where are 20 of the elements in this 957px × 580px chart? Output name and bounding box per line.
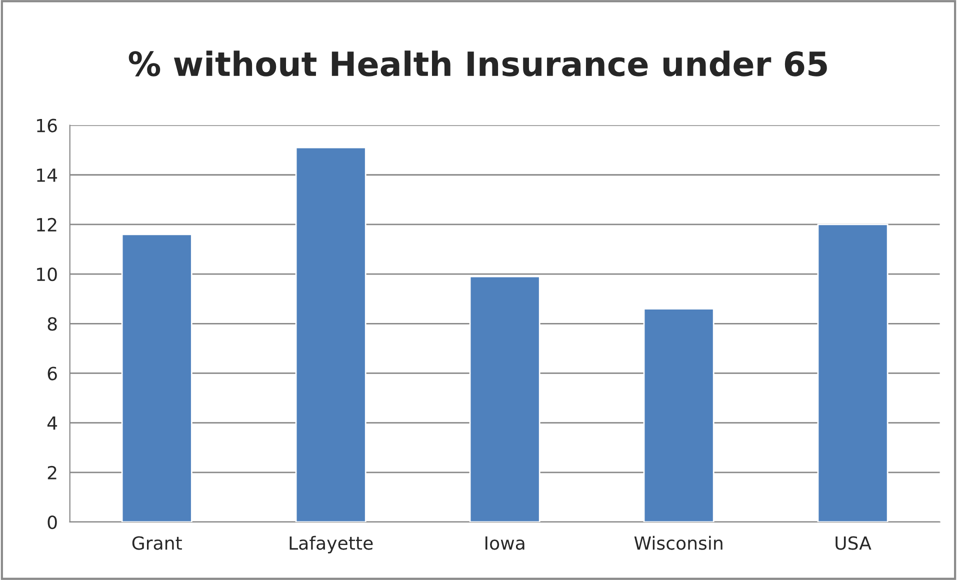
y-tick-label: 0: [48, 515, 57, 530]
y-tick-label: 4: [47, 416, 58, 430]
y-tick-label: 6: [48, 366, 57, 380]
y-tick-label: 2: [48, 466, 56, 480]
y-tick-label: 10: [37, 268, 57, 282]
chart-title: % without Health Insurance under 65: [128, 50, 827, 76]
x-tick-label: Iowa: [485, 536, 524, 550]
bar: [469, 276, 540, 522]
bar: [817, 224, 888, 522]
y-tick-label: 8: [48, 317, 57, 331]
x-tick-label: Grant: [132, 536, 182, 550]
y-tick-label: 12: [37, 218, 56, 232]
x-tick-label: Wisconsin: [634, 536, 722, 550]
y-tick-label: 16: [37, 118, 57, 132]
bar: [295, 146, 366, 522]
x-tick-label: USA: [836, 536, 872, 550]
bar: [643, 308, 714, 522]
bar: [121, 234, 192, 522]
y-tick-label: 14: [37, 168, 58, 182]
x-tick-label: Lafayette: [290, 536, 373, 554]
